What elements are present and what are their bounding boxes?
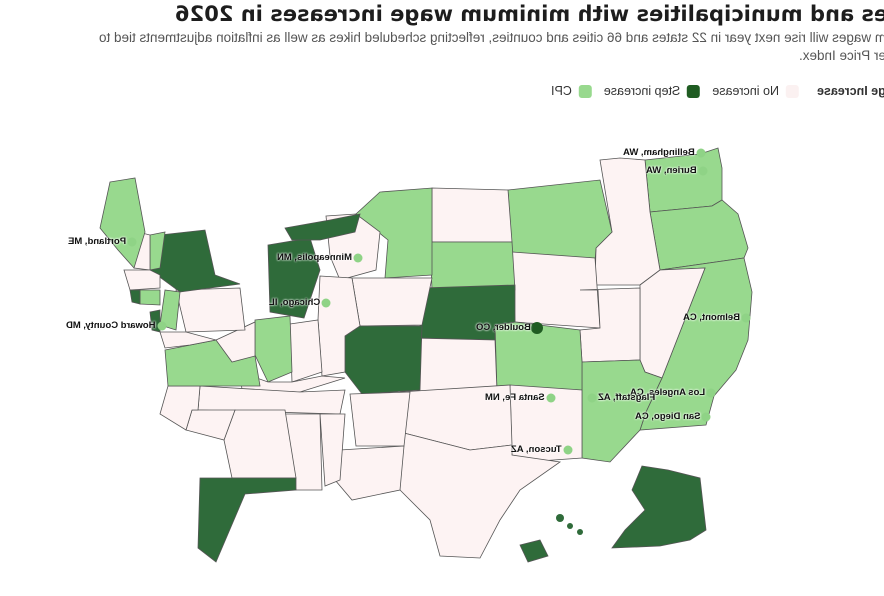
state-region[interactable]: [197, 477, 297, 563]
hawaii-island[interactable]: [556, 514, 564, 522]
city-label: Tucson, AZ: [511, 444, 562, 455]
city-marker[interactable]: [127, 237, 137, 247]
city-label: Boulder, CO: [476, 322, 531, 333]
state-region[interactable]: [319, 413, 346, 487]
state-region[interactable]: [129, 289, 141, 305]
city-label: San Diego, CA: [634, 411, 700, 422]
state-region[interactable]: [123, 269, 161, 291]
state-region[interactable]: [175, 287, 246, 333]
city-marker[interactable]: [706, 388, 716, 398]
state-region[interactable]: [99, 177, 146, 269]
state-region[interactable]: [223, 409, 297, 479]
city-marker[interactable]: [701, 412, 711, 422]
city-marker[interactable]: [696, 148, 706, 158]
state-region[interactable]: [431, 187, 513, 243]
city-marker[interactable]: [563, 445, 573, 455]
city-marker[interactable]: [353, 253, 363, 263]
city-label: Santa Fe, NM: [485, 392, 545, 403]
state-region[interactable]: [344, 325, 423, 395]
state-region[interactable]: [159, 289, 181, 331]
city-marker[interactable]: [741, 313, 751, 323]
state-region[interactable]: [254, 315, 293, 383]
city-label: Howard County, MD: [66, 320, 156, 331]
state-region[interactable]: [139, 289, 161, 306]
city-label: Burien, WA: [646, 165, 697, 176]
state-region[interactable]: [289, 319, 323, 383]
city-marker[interactable]: [698, 166, 708, 176]
state-region[interactable]: [429, 241, 516, 291]
city-label: Portland, ME: [67, 236, 126, 247]
state-region[interactable]: [284, 213, 361, 241]
state-region[interactable]: [159, 331, 217, 349]
city-label: Belmont, CA: [683, 312, 740, 323]
state-region[interactable]: [581, 359, 663, 463]
city-label: Chicago, IL: [268, 297, 320, 308]
city-label: Bellingham, WA: [623, 147, 695, 158]
city-marker[interactable]: [321, 298, 331, 308]
state-region[interactable]: [409, 337, 498, 393]
city-marker[interactable]: [587, 393, 597, 403]
state-region[interactable]: [349, 391, 411, 447]
city-marker[interactable]: [157, 321, 167, 331]
city-label: Flagstaff, AZ: [598, 392, 656, 403]
state-region[interactable]: [519, 539, 549, 563]
hawaii-island[interactable]: [577, 529, 583, 535]
hawaii-island[interactable]: [567, 523, 573, 529]
state-region[interactable]: [334, 445, 405, 501]
state-region[interactable]: [611, 465, 707, 549]
state-region[interactable]: [351, 277, 433, 327]
city-marker[interactable]: [546, 393, 556, 403]
city-marker[interactable]: [531, 322, 543, 334]
city-label: Minneapolis, MN: [277, 252, 352, 263]
state-region[interactable]: [399, 431, 562, 559]
